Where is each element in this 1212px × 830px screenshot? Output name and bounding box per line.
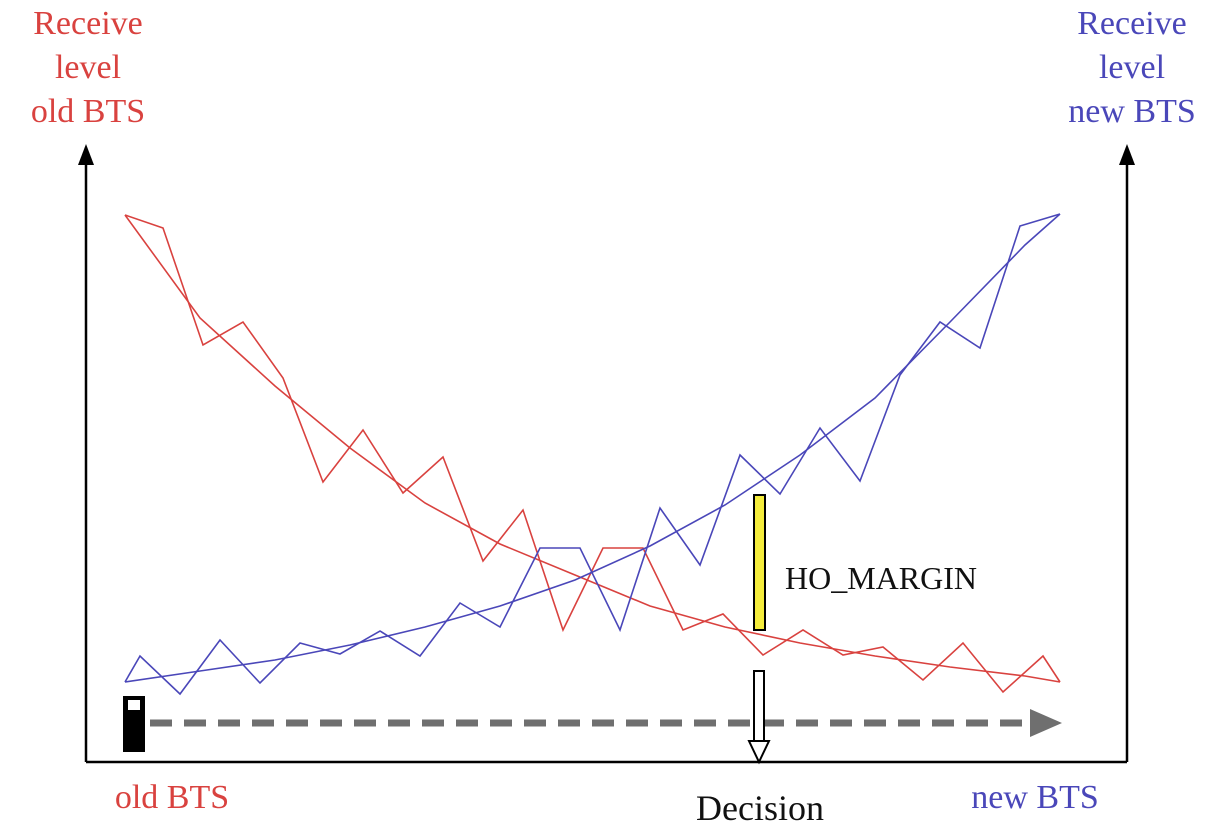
right-axis-title-line-1: Receive (1077, 5, 1187, 42)
left-axis-arrowhead (78, 144, 94, 165)
ho-margin-bar (753, 494, 766, 631)
decision-label: Decision (696, 788, 824, 828)
old-bts-label: old BTS (114, 779, 230, 816)
mobile-phone-icon (123, 696, 145, 752)
left-axis-title-line-2: level (54, 49, 122, 86)
ho-margin-label: HO_MARGIN (785, 560, 977, 596)
left-axis-title: Receive level old BTS (14, 2, 162, 134)
left-axis-title-line-3: old BTS (30, 93, 146, 130)
movement-arrowhead (1030, 709, 1062, 737)
down-arrow-icon (747, 670, 771, 765)
old-bts-trend-line (124, 214, 1061, 683)
right-axis-title: Receive level new BTS (1052, 2, 1212, 134)
new-bts-label: new BTS (971, 779, 1099, 816)
right-axis-arrowhead (1119, 144, 1135, 165)
right-axis-title-line-3: new BTS (1068, 93, 1196, 130)
right-axis-title-line-2: level (1098, 49, 1166, 86)
new-bts-trend-line (124, 213, 1061, 683)
old-bts-level-line (124, 214, 1061, 694)
left-axis-title-line-1: Receive (33, 5, 143, 42)
new-bts-level-line (124, 213, 1061, 696)
